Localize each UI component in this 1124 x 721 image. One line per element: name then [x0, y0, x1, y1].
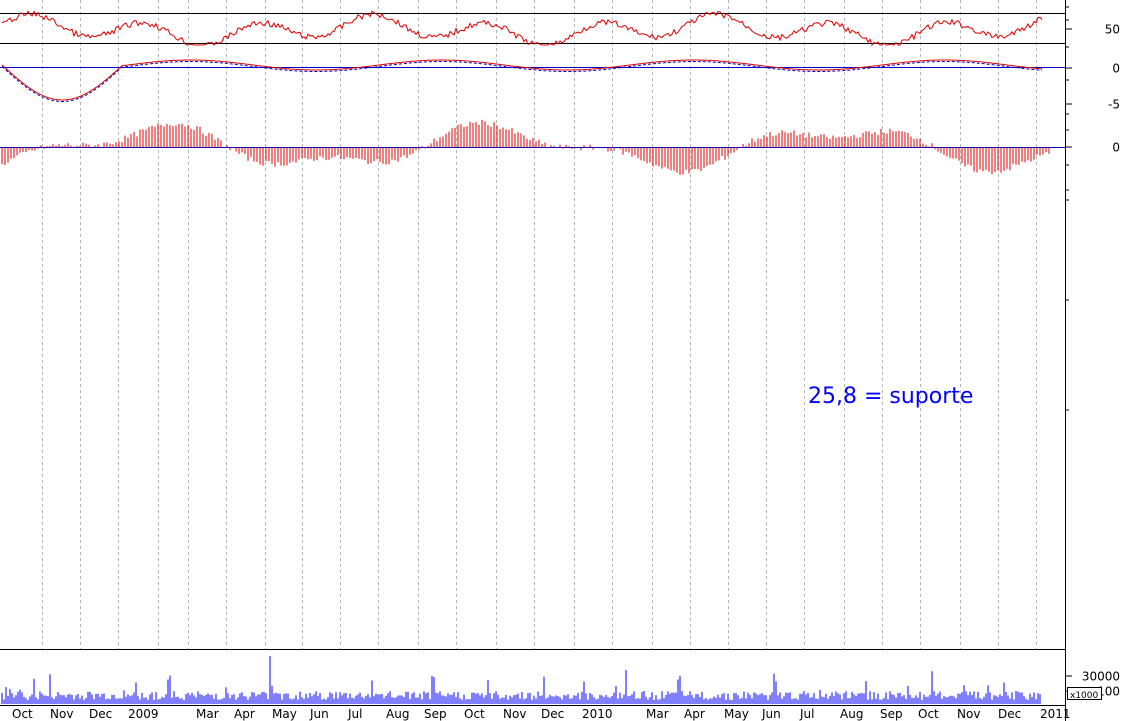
y-tick-label: 50: [1105, 23, 1120, 37]
x-tick-label: Jul: [799, 707, 814, 721]
x-tick-label: Sep: [424, 707, 447, 721]
x-tick-label: Dec: [998, 707, 1021, 721]
volume-unit-label: x1000: [1070, 691, 1099, 701]
x-tick-label: Oct: [12, 707, 33, 721]
x-tick-label: Oct: [918, 707, 939, 721]
rsi-panel: [0, 10, 1065, 47]
macd-panel: [0, 59, 1065, 102]
x-tick-label: Jun: [309, 707, 329, 721]
macd-signal-line: [1, 61, 1043, 102]
panel-separators: [0, 0, 1066, 721]
x-tick-label: 2011: [1040, 707, 1071, 721]
y-tick-label: -5: [1108, 98, 1120, 112]
x-tick-label: Dec: [89, 707, 112, 721]
x-tick-label: Aug: [386, 707, 409, 721]
rsi-line: [1, 10, 1043, 47]
price-panel: 25,8 = suporte: [808, 384, 973, 409]
y-tick-label: 30000: [1082, 670, 1120, 684]
volume-unit-box: x1000: [1067, 687, 1102, 701]
y-tick-label: 0: [1112, 62, 1120, 76]
vertical-grid: [42, 0, 1037, 649]
volume-panel: [1, 656, 1041, 704]
x-tick-label: Sep: [880, 707, 903, 721]
x-tick-label: 2009: [128, 707, 159, 721]
x-tick-label: May: [724, 707, 749, 721]
x-tick-label: Apr: [684, 707, 705, 721]
y-tick-label: 0: [1112, 141, 1120, 155]
histogram-panel: [0, 119, 1065, 175]
x-tick-label: Dec: [541, 707, 564, 721]
x-axis: Oct Nov Dec 2009 Mar Apr May Jun Jul Aug Sep Oct Nov…: [12, 707, 1071, 721]
x-tick-label: Nov: [50, 707, 73, 721]
y-tick-label: 100: [1097, 685, 1120, 699]
x-tick-label: 2010: [582, 707, 613, 721]
x-tick-label: Jun: [761, 707, 781, 721]
x-tick-label: Oct: [464, 707, 485, 721]
y-axis: 500-5055504540353025201530000100: [1065, 6, 1120, 699]
x-tick-label: Nov: [957, 707, 980, 721]
x-tick-label: Mar: [196, 707, 219, 721]
x-tick-label: Apr: [234, 707, 255, 721]
x-tick-label: Jul: [347, 707, 362, 721]
x-tick-label: Mar: [646, 707, 669, 721]
x-tick-label: May: [272, 707, 297, 721]
x-tick-label: Aug: [840, 707, 863, 721]
support-annotation: 25,8 = suporte: [808, 384, 973, 409]
macd-line: [1, 59, 1043, 101]
x-tick-label: Nov: [503, 707, 526, 721]
